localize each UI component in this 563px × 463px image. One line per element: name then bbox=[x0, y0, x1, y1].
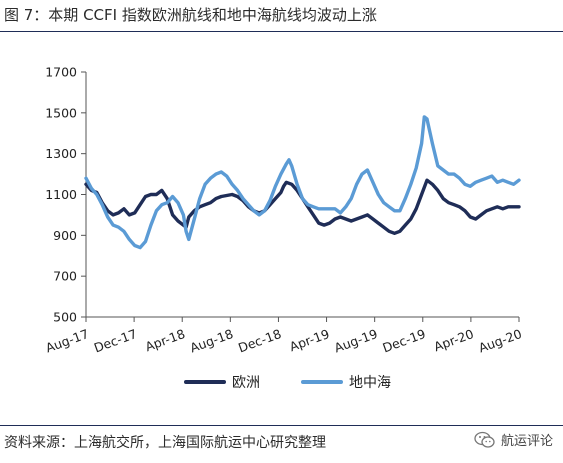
y-tick-label: 900 bbox=[53, 228, 77, 243]
x-tick-label: Dec-17 bbox=[92, 326, 139, 355]
x-tick-label: Dec-19 bbox=[381, 326, 428, 355]
y-tick-label: 700 bbox=[53, 269, 77, 284]
watermark: 航运评论 bbox=[474, 430, 553, 449]
x-tick-label: Aug-20 bbox=[477, 326, 524, 355]
x-axis: Aug-17Dec-17Apr-18Aug-18Dec-18Apr-19Aug-… bbox=[44, 317, 524, 355]
y-tick-label: 1700 bbox=[45, 65, 77, 80]
y-tick-label: 500 bbox=[53, 310, 77, 325]
y-axis: 500 700 900 1100 1300 1500 1700 bbox=[45, 65, 86, 325]
x-tick-label: Dec-18 bbox=[236, 326, 283, 355]
x-tick-label: Aug-18 bbox=[188, 326, 235, 355]
x-tick-label: Apr-19 bbox=[287, 326, 331, 354]
legend: 欧洲 地中海 bbox=[186, 375, 391, 391]
legend-label-0: 欧洲 bbox=[232, 375, 260, 391]
title-divider bbox=[0, 31, 563, 32]
source-note: 资料来源：上海航交所，上海国际航运中心研究整理 bbox=[4, 432, 326, 452]
figure-title: 图 7：本期 CCFI 指数欧洲航线和地中海航线均波动上涨 bbox=[4, 4, 377, 25]
footer-divider bbox=[0, 425, 563, 426]
line-chart: 5007009001100130015001700 Aug-17Dec-17Ap… bbox=[0, 34, 563, 422]
series-line-1 bbox=[86, 117, 519, 248]
x-tick-label: Apr-18 bbox=[143, 326, 187, 354]
series-group bbox=[86, 117, 519, 248]
x-tick-label: Aug-17 bbox=[44, 326, 91, 355]
watermark-label: 航运评论 bbox=[501, 430, 553, 449]
y-tick-label: 1500 bbox=[45, 105, 77, 120]
legend-label-1: 地中海 bbox=[349, 375, 391, 391]
x-tick-label: Apr-20 bbox=[432, 326, 476, 354]
y-tick-label: 1100 bbox=[45, 187, 77, 202]
y-tick-label: 1300 bbox=[45, 146, 77, 161]
x-tick-label: Aug-19 bbox=[332, 326, 379, 355]
wechat-icon bbox=[474, 431, 496, 449]
